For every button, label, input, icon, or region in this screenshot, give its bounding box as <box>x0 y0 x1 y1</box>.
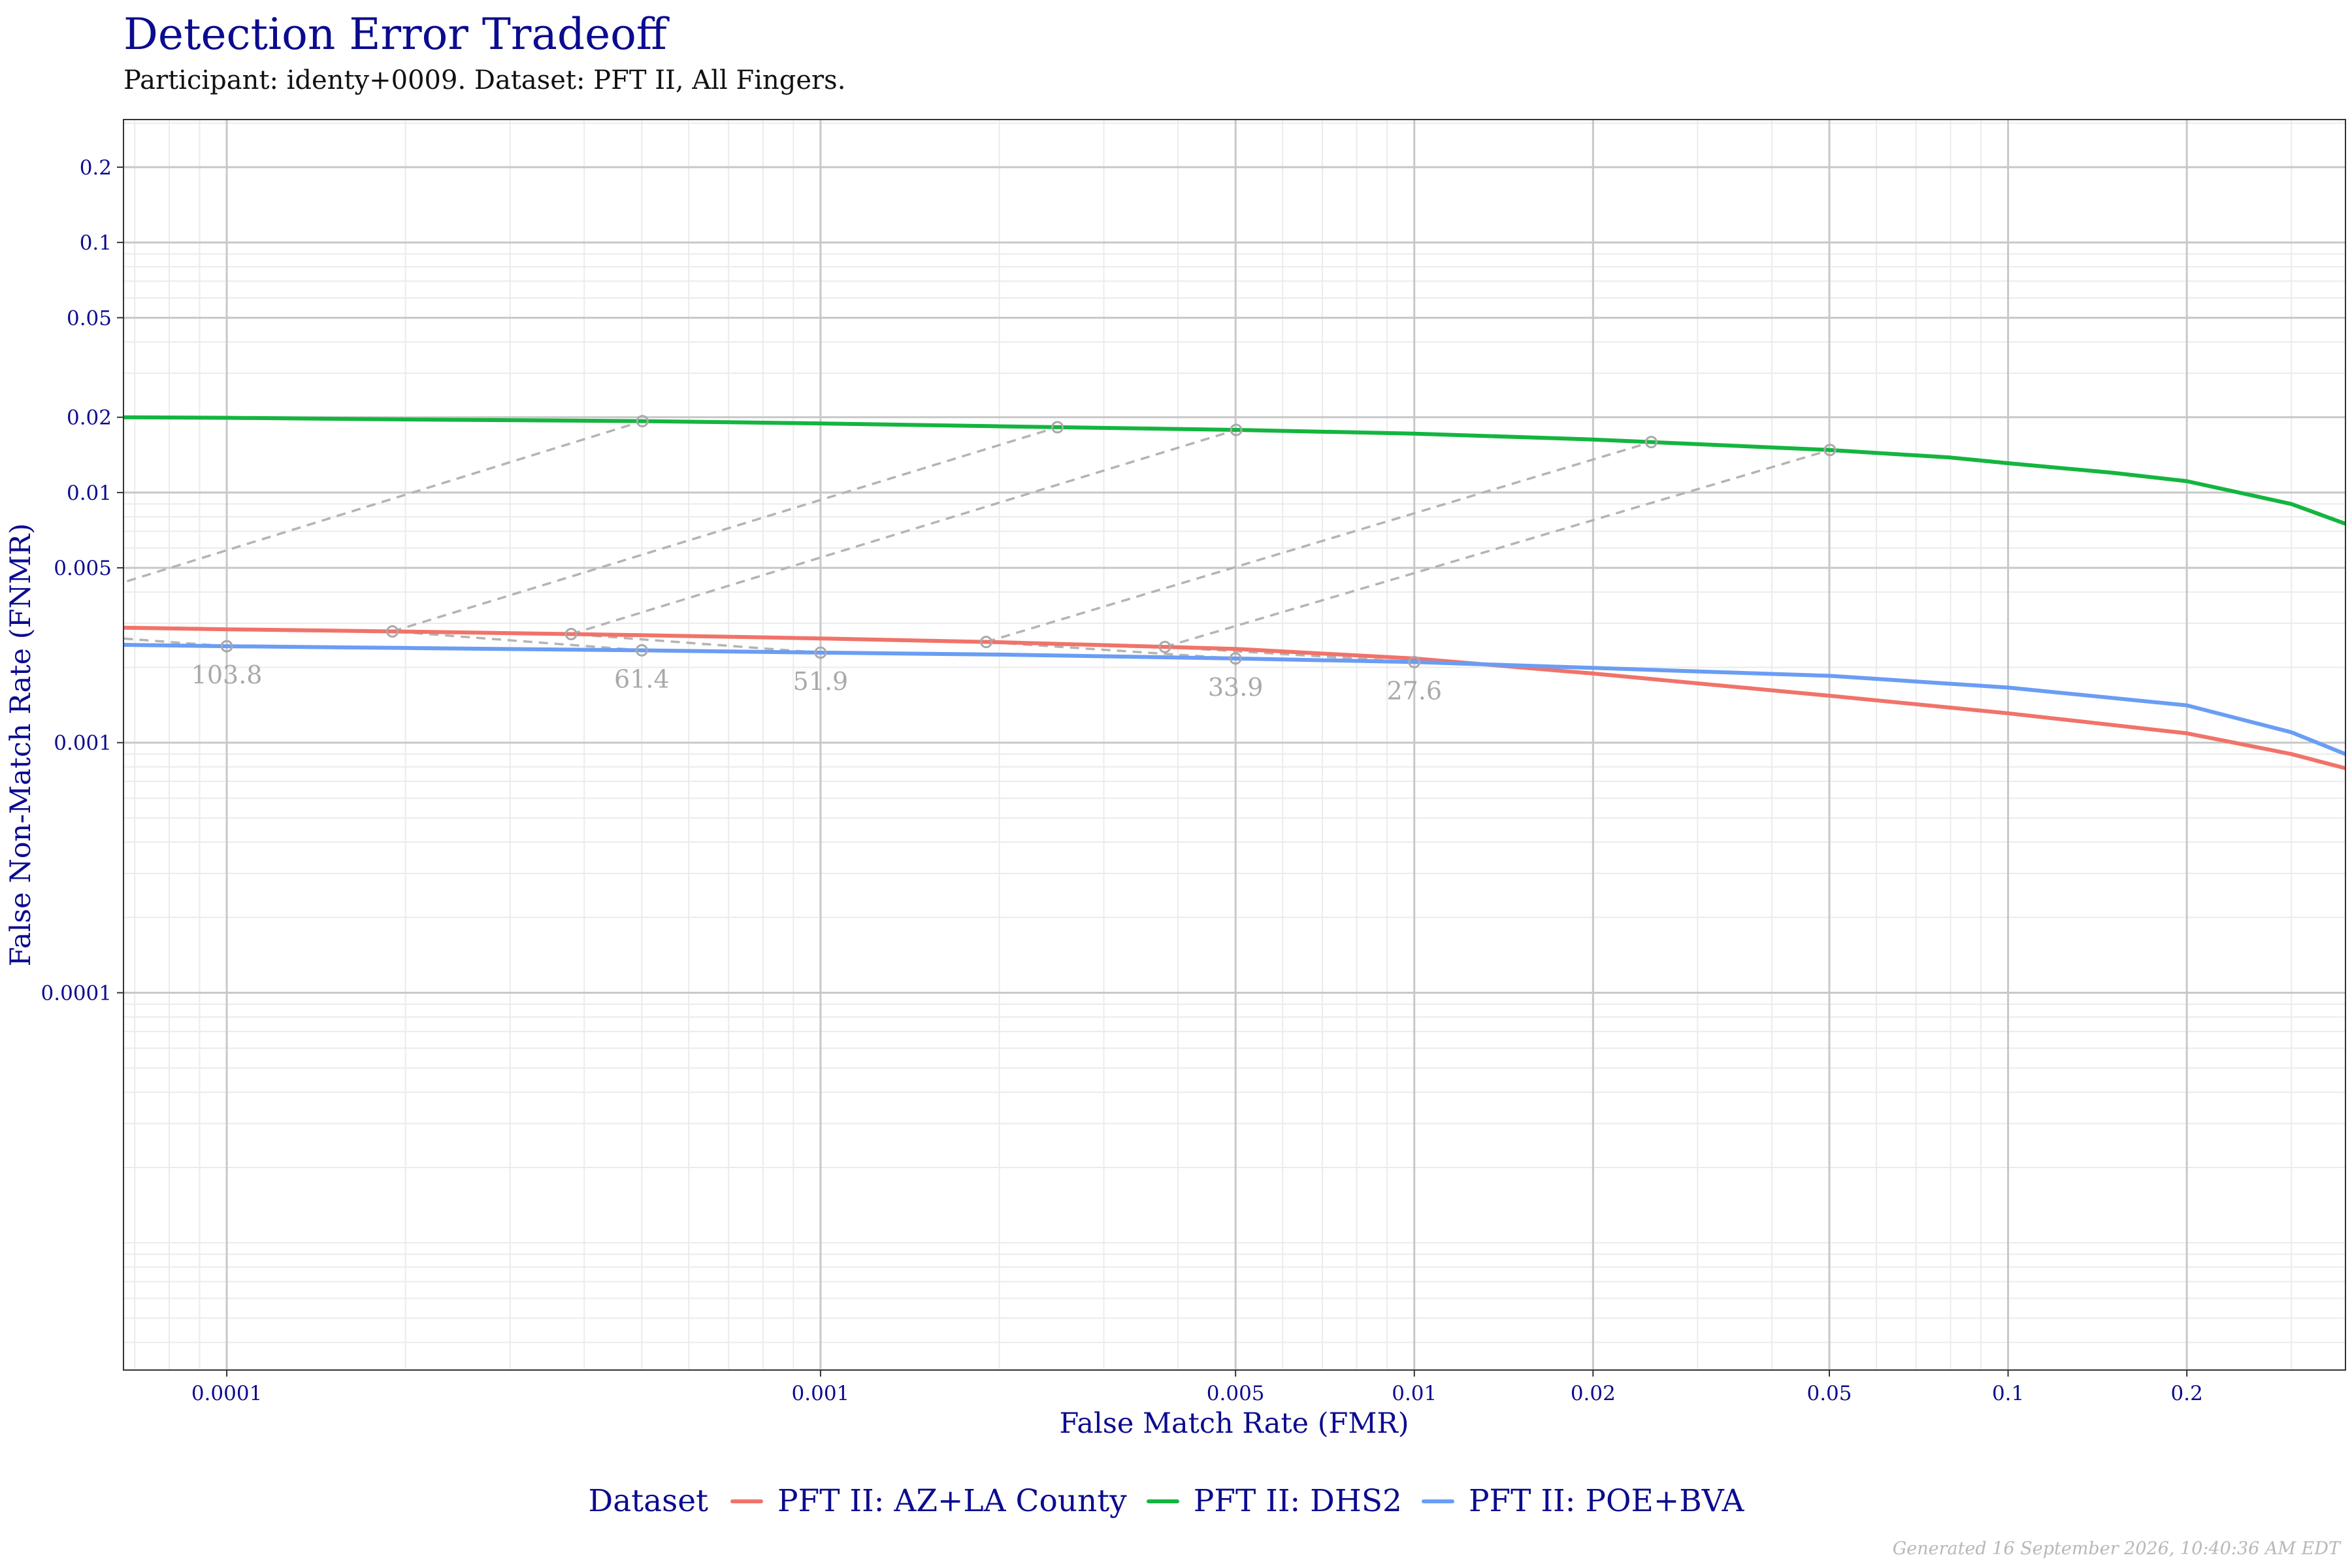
x-tick-label: 0.05 <box>1806 1382 1852 1405</box>
legend-item-az-la: PFT II: AZ+LA County <box>730 1483 1127 1519</box>
x-tick-label: 0.01 <box>1392 1382 1437 1405</box>
legend-label-dhs2: PFT II: DHS2 <box>1193 1483 1402 1519</box>
y-tick-label: 0.005 <box>54 557 112 580</box>
threshold-label: 103.8 <box>191 661 263 689</box>
y-axis-title: False Non-Match Rate (FNMR) <box>5 523 37 966</box>
x-tick-label: 0.005 <box>1207 1382 1265 1405</box>
threshold-label: 33.9 <box>1208 673 1264 702</box>
legend-item-poe-bva: PFT II: POE+BVA <box>1421 1483 1744 1519</box>
legend-swatch-poe-bva <box>1421 1499 1454 1503</box>
x-tick-label: 0.2 <box>2171 1382 2203 1405</box>
threshold-link-line <box>1164 449 1831 648</box>
y-tick-label: 0.1 <box>80 231 112 255</box>
y-tick-label: 0.02 <box>67 406 112 430</box>
threshold-label: 51.9 <box>793 667 849 696</box>
series-line-0 <box>123 625 2345 770</box>
chart-subtitle: Participant: identy+0009. Dataset: PFT I… <box>123 65 846 95</box>
threshold-label: 61.4 <box>614 664 670 693</box>
y-tick-label: 0.001 <box>54 732 112 755</box>
chart-title: Detection Error Tradeoff <box>123 9 667 59</box>
threshold-marker <box>1051 421 1064 434</box>
threshold-marker <box>635 644 648 657</box>
legend: Dataset PFT II: AZ+LA County PFT II: DHS… <box>0 1483 2352 1519</box>
threshold-marker <box>386 625 399 638</box>
legend-label-az-la: PFT II: AZ+LA County <box>777 1483 1127 1519</box>
threshold-marker <box>814 646 827 659</box>
threshold-marker <box>220 640 233 653</box>
y-tick-label: 0.01 <box>67 482 112 505</box>
x-tick-label: 0.0001 <box>191 1382 262 1405</box>
threshold-marker <box>564 628 578 641</box>
plot-panel-border <box>123 119 2346 1371</box>
legend-label-poe-bva: PFT II: POE+BVA <box>1468 1483 1744 1519</box>
series-line-2 <box>123 643 2345 757</box>
threshold-link-line <box>570 429 1237 636</box>
threshold-link-line <box>123 419 643 584</box>
x-tick-label: 0.02 <box>1571 1382 1616 1405</box>
threshold-link-line <box>985 440 1652 644</box>
threshold-link-line <box>571 632 821 654</box>
generated-timestamp: Generated 16 September 2026, 10:40:36 AM… <box>1892 1539 2340 1559</box>
legend-item-dhs2: PFT II: DHS2 <box>1146 1483 1402 1519</box>
y-tick-label: 0.2 <box>80 156 112 180</box>
threshold-marker <box>979 636 992 649</box>
threshold-marker <box>636 415 649 428</box>
legend-swatch-az-la <box>730 1499 763 1503</box>
threshold-marker <box>1158 640 1171 653</box>
threshold-link-line <box>392 630 642 652</box>
legend-swatch-dhs2 <box>1146 1499 1179 1503</box>
y-tick-label: 0.05 <box>67 306 112 330</box>
x-tick-label: 0.001 <box>792 1382 850 1405</box>
threshold-marker <box>1408 655 1421 668</box>
x-axis-title: False Match Rate (FMR) <box>1059 1407 1409 1440</box>
threshold-marker <box>1644 436 1658 449</box>
threshold-marker <box>1823 444 1837 457</box>
legend-title: Dataset <box>588 1483 708 1519</box>
x-tick-label: 0.1 <box>1992 1382 2024 1405</box>
series-line-1 <box>123 415 2345 526</box>
y-tick-label: 0.0001 <box>41 981 112 1005</box>
threshold-link-line <box>392 426 1058 633</box>
threshold-label: 27.6 <box>1386 676 1442 705</box>
threshold-marker <box>1229 652 1242 665</box>
threshold-marker <box>1230 423 1243 436</box>
